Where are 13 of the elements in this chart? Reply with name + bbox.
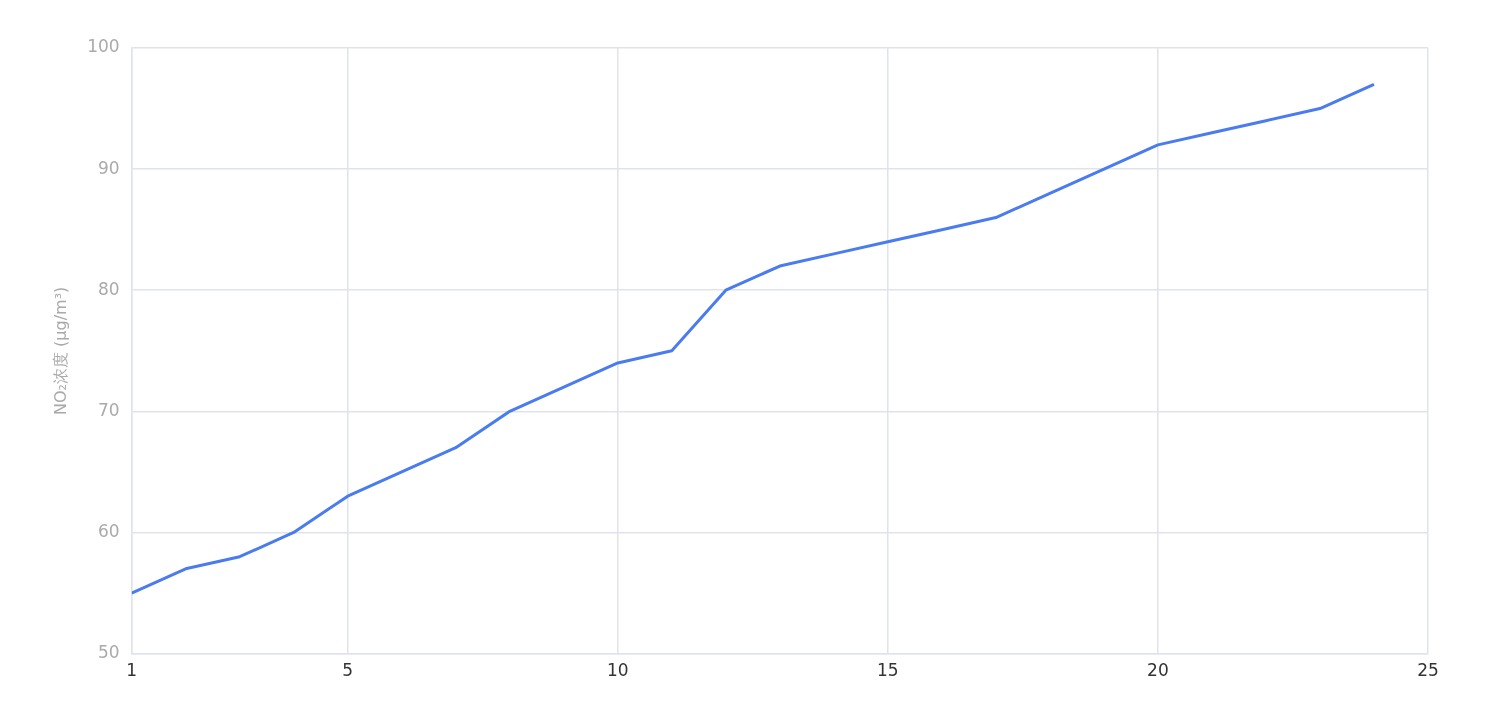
y-tick-label: 70 xyxy=(98,399,120,420)
x-tick-label: 25 xyxy=(1417,660,1439,681)
x-tick-label: 10 xyxy=(606,660,629,681)
y-axis-title: NO₂浓度 (μg/m³) xyxy=(50,286,70,415)
y-tick-label: 90 xyxy=(98,157,120,178)
y-tick-label: 80 xyxy=(98,278,120,299)
y-tick-label: 100 xyxy=(87,36,120,57)
y-tick-label: 50 xyxy=(98,642,120,663)
x-tick-label: 5 xyxy=(342,660,354,681)
x-tick-label: 15 xyxy=(877,660,899,681)
y-tick-label: 60 xyxy=(98,520,120,541)
x-tick-label: 1 xyxy=(126,660,138,681)
x-tick-label: 20 xyxy=(1147,660,1169,681)
